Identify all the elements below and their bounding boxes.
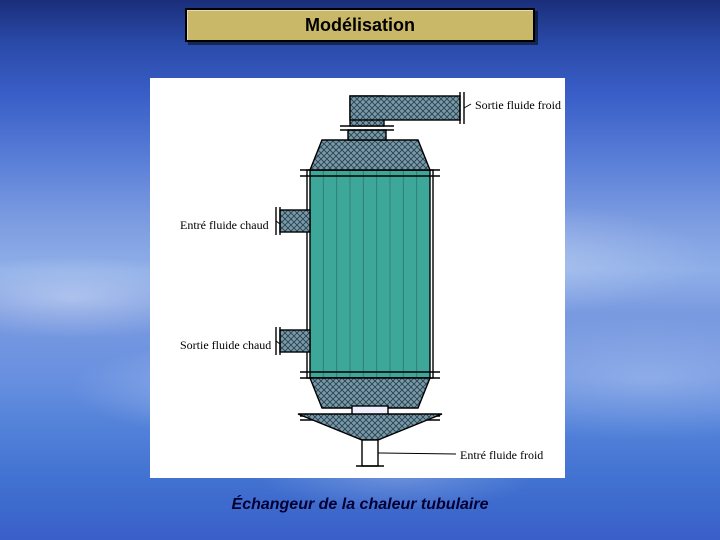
heat-exchanger-diagram bbox=[150, 78, 565, 478]
slide-title-bar: Modélisation bbox=[185, 8, 535, 42]
label-sortie-froid: Sortie fluide froid bbox=[475, 98, 561, 113]
label-entre-chaud: Entré fluide chaud bbox=[180, 218, 269, 233]
label-sortie-chaud: Sortie fluide chaud bbox=[180, 338, 271, 353]
label-entre-froid: Entré fluide froid bbox=[460, 448, 543, 463]
slide-title: Modélisation bbox=[305, 15, 415, 36]
diagram-figure: Sortie fluide froid Entré fluide chaud S… bbox=[150, 78, 565, 478]
figure-caption: Échangeur de la chaleur tubulaire bbox=[0, 496, 720, 514]
